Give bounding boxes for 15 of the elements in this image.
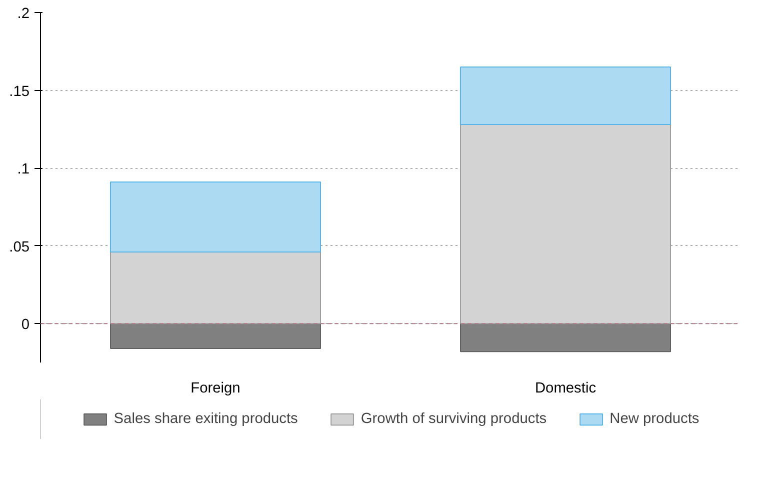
y-tick-label: 0 [21,317,30,334]
bar [110,182,321,253]
y-tick-label: .05 [9,239,30,256]
y-tick-label: .2 [17,6,30,22]
legend-label: Sales share exiting products [114,411,298,427]
bar [460,66,671,125]
x-tick-label: Foreign [190,380,240,396]
y-tick-label: .15 [9,84,30,100]
y-tick-label: .1 [17,162,30,178]
x-tick-label: Domestic [534,380,596,396]
legend-label: Growth of surviving products [360,411,547,427]
bar [110,252,321,324]
bar [460,323,671,352]
bar [110,323,321,349]
legend-label: New products [610,411,700,427]
